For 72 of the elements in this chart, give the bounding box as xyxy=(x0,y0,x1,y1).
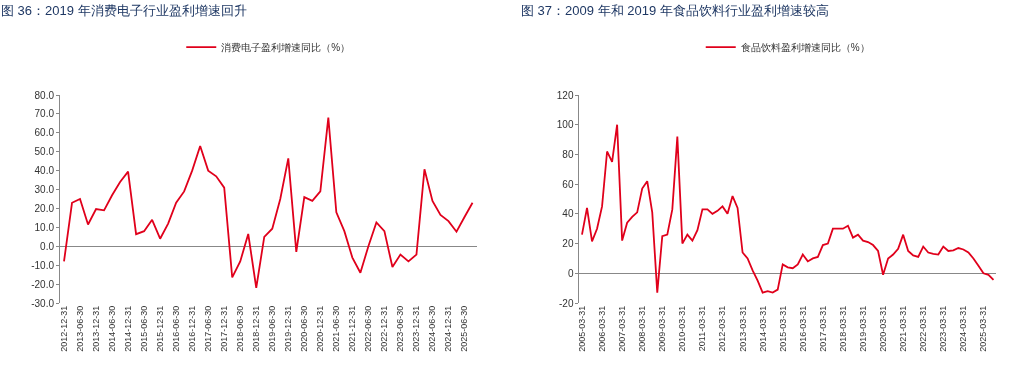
x-tick-label: 2009-03-31 xyxy=(657,305,668,352)
y-tick-label: 40 xyxy=(562,208,574,220)
y-tick-label: 0 xyxy=(567,267,574,279)
x-tick-label: 2007-03-31 xyxy=(617,305,628,352)
x-tick-label: 2024-12-31 xyxy=(443,305,454,352)
chart-title: 图 36：2019 年消费电子行业盈利增速回升 xyxy=(1,3,247,18)
x-tick-label: 2008-03-31 xyxy=(637,305,648,352)
y-tick-label: -10.0 xyxy=(31,259,55,271)
x-tick-label: 2023-03-31 xyxy=(938,305,949,352)
x-tick-label: 2023-12-31 xyxy=(411,305,422,352)
y-tick-label: 100 xyxy=(556,119,574,131)
x-tick-label: 2015-03-31 xyxy=(777,305,788,352)
x-tick-label: 2021-06-30 xyxy=(331,305,342,352)
x-tick-label: 2013-12-31 xyxy=(90,305,101,352)
x-tick-label: 2025-06-30 xyxy=(459,305,470,352)
x-tick-label: 2020-12-31 xyxy=(315,305,326,352)
x-tick-label: 2018-06-30 xyxy=(235,305,246,352)
x-tick-label: 2016-12-31 xyxy=(187,305,198,352)
x-tick-label: 2020-03-31 xyxy=(878,305,889,352)
x-tick-label: 2019-03-31 xyxy=(857,305,868,352)
x-tick-label: 2017-12-31 xyxy=(219,305,230,352)
x-tick-label: 2018-03-31 xyxy=(837,305,848,352)
x-tick-label: 2016-03-31 xyxy=(797,305,808,352)
x-tick-label: 2014-12-31 xyxy=(123,305,134,352)
y-tick-label: -20.0 xyxy=(31,278,55,290)
y-tick-label: 70.0 xyxy=(34,108,55,120)
y-tick-label: 60.0 xyxy=(34,127,55,139)
y-tick-label: 20.0 xyxy=(34,202,55,214)
y-tick-label: 80 xyxy=(562,148,574,160)
x-tick-label: 2013-06-30 xyxy=(74,305,85,352)
x-tick-label: 2021-12-31 xyxy=(347,305,358,352)
x-tick-label: 2011-03-31 xyxy=(697,305,708,352)
x-tick-label: 2021-03-31 xyxy=(898,305,909,352)
x-tick-label: 2010-03-31 xyxy=(677,305,688,352)
legend-label: 食品饮料盈利增速同比（%） xyxy=(740,42,870,54)
x-tick-label: 2015-06-30 xyxy=(139,305,150,352)
x-tick-label: 2023-06-30 xyxy=(395,305,406,352)
x-tick-label: 2022-06-30 xyxy=(363,305,374,352)
legend-label: 消费电子盈利增速同比（%） xyxy=(221,42,351,54)
y-tick-label: 10.0 xyxy=(34,221,55,233)
x-tick-label: 2012-12-31 xyxy=(58,305,69,352)
x-tick-label: 2020-06-30 xyxy=(299,305,310,352)
y-tick-label: 60 xyxy=(562,178,574,190)
y-tick-label: 80.0 xyxy=(34,89,55,101)
x-tick-label: 2024-03-31 xyxy=(958,305,969,352)
y-tick-label: -20 xyxy=(559,297,574,309)
x-tick-label: 2019-06-30 xyxy=(267,305,278,352)
x-tick-label: 2012-03-31 xyxy=(717,305,728,352)
x-tick-label: 2017-06-30 xyxy=(203,305,214,352)
x-tick-label: 2014-06-30 xyxy=(107,305,117,352)
x-tick-label: 2014-03-31 xyxy=(757,305,768,352)
y-tick-label: 120 xyxy=(556,89,574,101)
x-tick-label: 2019-12-31 xyxy=(283,305,294,352)
x-tick-label: 2017-03-31 xyxy=(817,305,828,352)
x-tick-label: 2025-03-31 xyxy=(978,305,989,352)
x-tick-label: 2006-03-31 xyxy=(596,305,607,352)
x-tick-label: 2024-06-30 xyxy=(427,305,438,352)
x-tick-label: 2005-03-31 xyxy=(576,305,587,352)
y-tick-label: 40.0 xyxy=(34,165,55,177)
x-tick-label: 2015-12-31 xyxy=(155,305,166,352)
x-tick-label: 2016-06-30 xyxy=(171,305,182,352)
x-tick-label: 2018-12-31 xyxy=(251,305,262,352)
y-tick-label: -30.0 xyxy=(31,297,55,309)
y-tick-label: 20 xyxy=(562,238,574,250)
y-tick-label: 0.0 xyxy=(40,240,55,252)
x-tick-label: 2022-12-31 xyxy=(379,305,390,352)
x-tick-label: 2013-03-31 xyxy=(737,305,748,352)
chart-title: 图 37：2009 年和 2019 年食品饮料行业盈利增速较高 xyxy=(521,3,829,18)
y-tick-label: 50.0 xyxy=(34,146,55,158)
x-tick-label: 2022-03-31 xyxy=(918,305,929,352)
line-series xyxy=(63,116,474,289)
y-tick-label: 30.0 xyxy=(34,184,55,196)
